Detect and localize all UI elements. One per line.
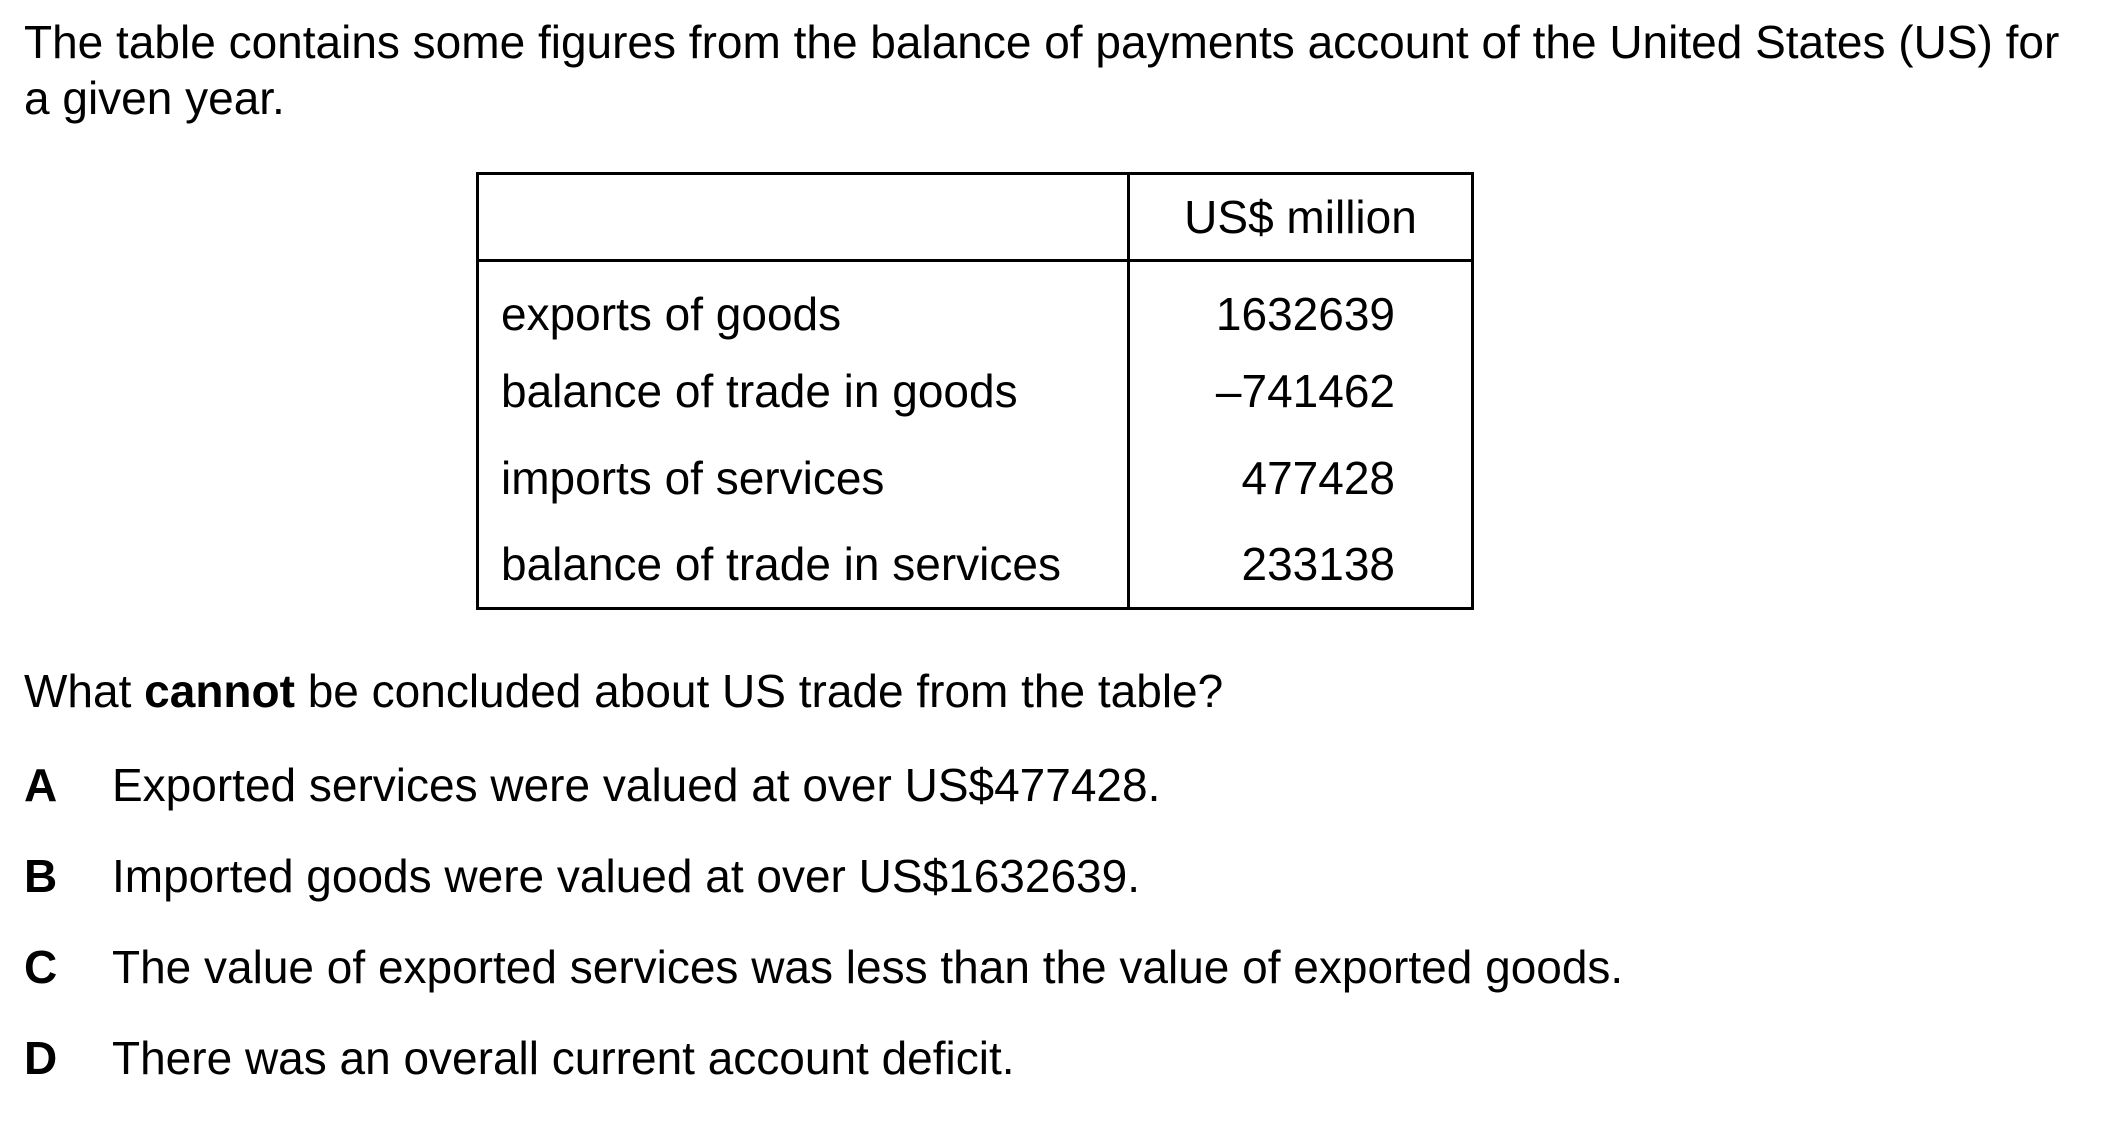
option-letter: A bbox=[24, 759, 58, 811]
question-suffix: be concluded about US trade from the tab… bbox=[294, 665, 1224, 717]
answer-options: A Exported services were valued at over … bbox=[24, 758, 1623, 1122]
balance-of-payments-table: US$ million exports of goods 1632639 bal… bbox=[476, 172, 1474, 610]
question-emphasis: cannot bbox=[144, 665, 295, 717]
table-row: balance of trade in services 233138 bbox=[476, 521, 1474, 610]
option-letter: B bbox=[24, 850, 58, 902]
table-row: exports of goods 1632639 bbox=[476, 260, 1474, 348]
option-letter: D bbox=[24, 1032, 58, 1084]
question-prefix: What bbox=[24, 665, 145, 717]
row-value: 233138 bbox=[1127, 521, 1474, 610]
row-label: imports of services bbox=[476, 434, 1130, 522]
table-row: imports of services 477428 bbox=[476, 434, 1474, 522]
header-unit-cell: US$ million bbox=[1127, 172, 1474, 262]
row-value: 477428 bbox=[1127, 434, 1474, 522]
option-text: Exported services were valued at over US… bbox=[112, 759, 1161, 811]
header-label-cell bbox=[476, 172, 1130, 262]
row-value: 1632639 bbox=[1127, 260, 1474, 348]
option-c[interactable]: C The value of exported services was les… bbox=[24, 940, 1623, 1031]
row-label: balance of trade in goods bbox=[476, 347, 1130, 435]
option-text: There was an overall current account def… bbox=[112, 1032, 1015, 1084]
option-a[interactable]: A Exported services were valued at over … bbox=[24, 758, 1623, 849]
option-b[interactable]: B Imported goods were valued at over US$… bbox=[24, 849, 1623, 940]
table-header-row: US$ million bbox=[476, 172, 1474, 262]
option-letter: C bbox=[24, 941, 58, 993]
intro-text: The table contains some figures from the… bbox=[24, 16, 2060, 124]
option-text: The value of exported services was less … bbox=[112, 941, 1624, 993]
table-row: balance of trade in goods –741462 bbox=[476, 347, 1474, 435]
question-text: What cannot be concluded about US trade … bbox=[24, 664, 1223, 718]
row-label: exports of goods bbox=[476, 260, 1130, 348]
row-value: –741462 bbox=[1127, 347, 1474, 435]
row-label: balance of trade in services bbox=[476, 521, 1130, 610]
option-d[interactable]: D There was an overall current account d… bbox=[24, 1031, 1623, 1122]
option-text: Imported goods were valued at over US$16… bbox=[112, 850, 1140, 902]
